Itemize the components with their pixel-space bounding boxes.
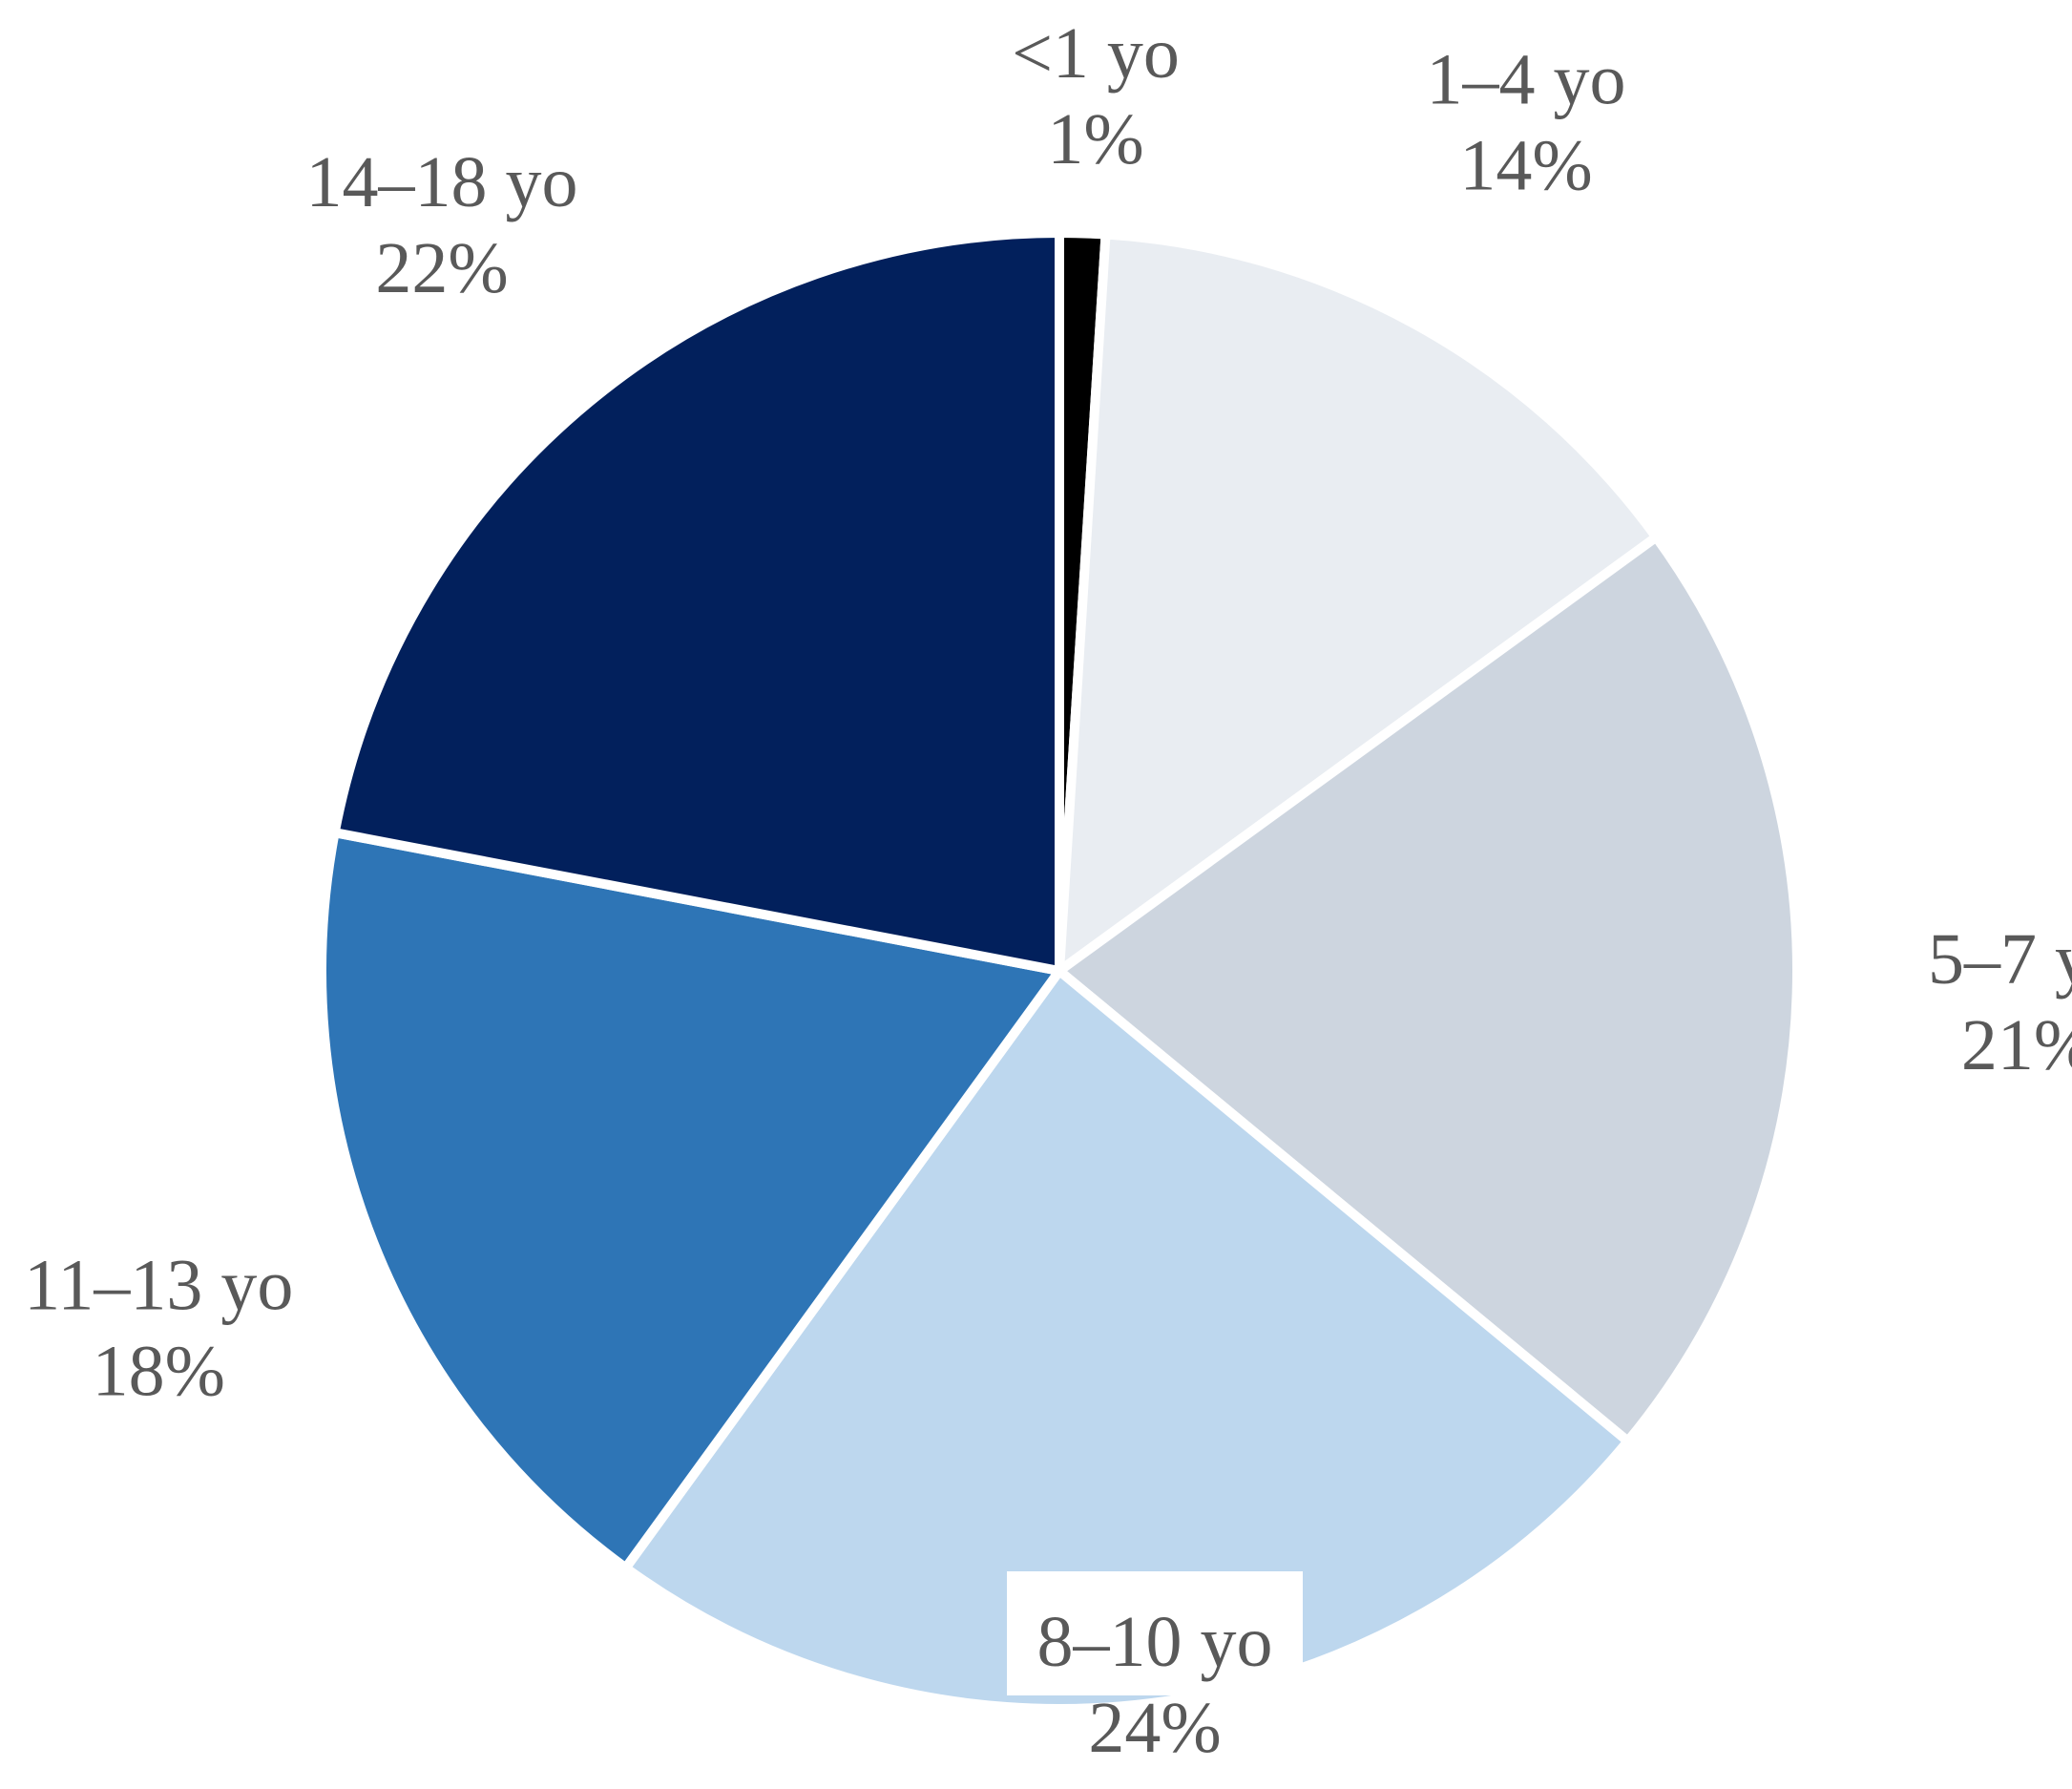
- percentage-label: 1%: [1047, 99, 1143, 179]
- pie-slice-8-10-yo: [618, 963, 1635, 1714]
- percentage-label: 18%: [93, 1332, 225, 1412]
- category-label: 8–10 yo: [1037, 1602, 1273, 1682]
- category-label: <1 yo: [1012, 13, 1180, 94]
- percentage-label: 21%: [1961, 1005, 2072, 1085]
- pie-slices: [317, 227, 1802, 1714]
- pie-slice-11-13-yo: [317, 827, 1068, 1575]
- data-label-5-7-yo: 5–7 yo21%: [1928, 919, 2072, 1085]
- data-label-under-1-yo: <1 yo1%: [1012, 13, 1180, 179]
- pie-slice-5-7-yo: [1051, 530, 1802, 1448]
- category-label: 11–13 yo: [24, 1246, 293, 1326]
- pie-slice-14-18-yo: [328, 227, 1064, 978]
- pie-slice-1-4-yo: [1054, 229, 1664, 981]
- percentage-label: 14%: [1459, 126, 1592, 206]
- percentage-label: 24%: [1088, 1688, 1221, 1768]
- percentage-label: 22%: [375, 228, 508, 308]
- category-label: 14–18 yo: [306, 142, 578, 222]
- category-label: 5–7 yo: [1928, 919, 2072, 1000]
- category-label: 1–4 yo: [1426, 40, 1625, 120]
- label-background: [1007, 1571, 1303, 1695]
